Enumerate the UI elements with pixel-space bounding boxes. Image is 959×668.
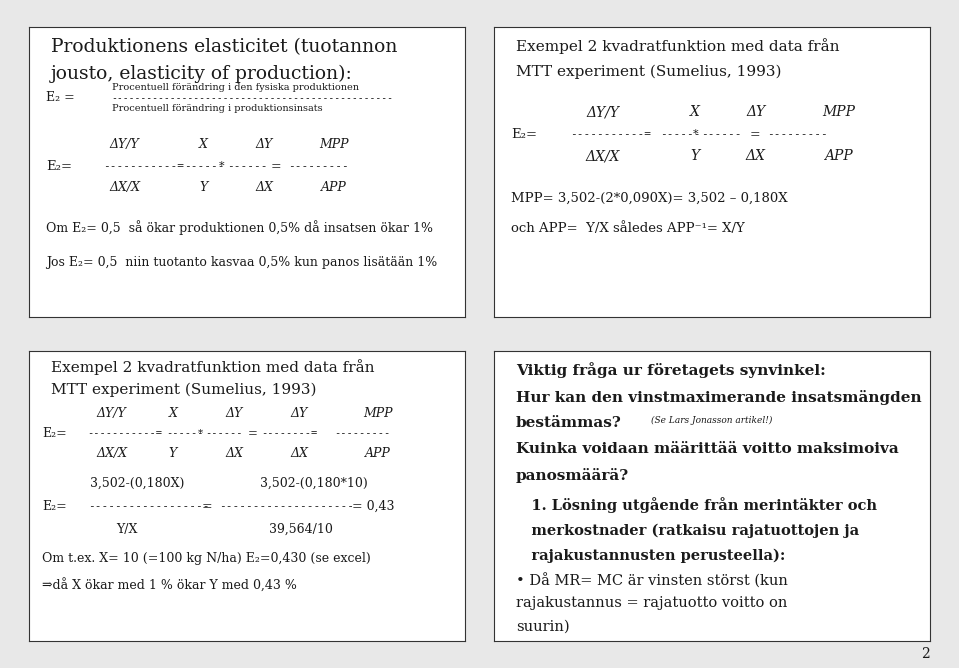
Text: jousto, elasticity of production):: jousto, elasticity of production): bbox=[51, 65, 352, 83]
Text: =: = bbox=[201, 500, 212, 512]
Text: MPP: MPP bbox=[363, 407, 392, 420]
Text: 2: 2 bbox=[922, 647, 930, 661]
Text: =: = bbox=[247, 427, 258, 440]
Text: Om E₂= 0,5  så ökar produktionen 0,5% då insatsen ökar 1%: Om E₂= 0,5 så ökar produktionen 0,5% då … bbox=[46, 220, 433, 234]
Text: -----------=: -----------= bbox=[87, 428, 163, 438]
Text: 1. Lösning utgående från merintäkter och: 1. Lösning utgående från merintäkter och bbox=[516, 498, 877, 513]
Text: APP: APP bbox=[321, 182, 347, 194]
Text: ------: ------ bbox=[701, 129, 741, 139]
Text: ΔY/Y: ΔY/Y bbox=[587, 106, 620, 120]
Text: -----------=: -----------= bbox=[571, 129, 651, 139]
Text: bestämmas?: bestämmas? bbox=[516, 416, 621, 430]
Text: Om t.ex. X= 10 (=100 kg N/ha) E₂=0,430 (se excel): Om t.ex. X= 10 (=100 kg N/ha) E₂=0,430 (… bbox=[42, 552, 370, 565]
Text: -----------=: -----------= bbox=[103, 161, 184, 171]
Text: rajakustannusten perusteella):: rajakustannusten perusteella): bbox=[516, 549, 785, 563]
Text: • Då MR= MC är vinsten störst (kun: • Då MR= MC är vinsten störst (kun bbox=[516, 573, 787, 589]
Text: ΔX: ΔX bbox=[746, 149, 765, 163]
Text: = 0,43: = 0,43 bbox=[352, 500, 394, 512]
Text: APP: APP bbox=[824, 149, 853, 163]
Text: X: X bbox=[690, 106, 699, 120]
Text: Y: Y bbox=[199, 182, 207, 194]
Text: ΔX: ΔX bbox=[225, 448, 243, 460]
Text: ------: ------ bbox=[184, 161, 224, 171]
Text: --------------------: -------------------- bbox=[219, 501, 354, 511]
Text: MTT experiment (Sumelius, 1993): MTT experiment (Sumelius, 1993) bbox=[516, 65, 782, 79]
Text: (Se Lars Jonasson artikel!): (Se Lars Jonasson artikel!) bbox=[651, 416, 772, 426]
Text: ΔX/X: ΔX/X bbox=[109, 182, 140, 194]
Text: ------------------------------------------------: ----------------------------------------… bbox=[111, 93, 394, 103]
Text: ΔX: ΔX bbox=[255, 182, 273, 194]
Text: ΔY: ΔY bbox=[291, 407, 308, 420]
Text: 3,502-(0,180X): 3,502-(0,180X) bbox=[90, 476, 184, 490]
Text: Y: Y bbox=[169, 448, 176, 460]
Text: E₂=: E₂= bbox=[42, 500, 66, 512]
Text: *: * bbox=[199, 429, 203, 438]
Text: ΔY: ΔY bbox=[746, 106, 765, 120]
Text: ΔX: ΔX bbox=[291, 448, 308, 460]
Text: ------: ------ bbox=[166, 428, 203, 438]
Text: MTT experiment (Sumelius, 1993): MTT experiment (Sumelius, 1993) bbox=[51, 383, 316, 397]
Text: MPP: MPP bbox=[319, 138, 349, 151]
Text: ⇒då X ökar med 1 % ökar Y med 0,43 %: ⇒då X ökar med 1 % ökar Y med 0,43 % bbox=[42, 579, 296, 593]
Text: X: X bbox=[169, 407, 177, 420]
Text: =: = bbox=[271, 160, 282, 173]
Text: Hur kan den vinstmaximerande insatsmängden: Hur kan den vinstmaximerande insatsmängd… bbox=[516, 390, 922, 405]
Text: ------: ------ bbox=[227, 161, 268, 171]
Text: E₂=: E₂= bbox=[46, 160, 72, 173]
Text: ΔX/X: ΔX/X bbox=[586, 149, 620, 163]
Text: X: X bbox=[199, 138, 208, 151]
Text: rajakustannus = rajatuotto voitto on: rajakustannus = rajatuotto voitto on bbox=[516, 597, 787, 611]
Text: ΔY: ΔY bbox=[225, 407, 243, 420]
Text: Kuinka voidaan määrittää voitto maksimoiva: Kuinka voidaan määrittää voitto maksimoi… bbox=[516, 442, 899, 456]
Text: 3,502-(0,180*10): 3,502-(0,180*10) bbox=[260, 476, 368, 490]
Text: *: * bbox=[692, 129, 698, 139]
Text: och APP=  Y/X således APP⁻¹= X/Y: och APP= Y/X således APP⁻¹= X/Y bbox=[511, 222, 745, 235]
Text: ------------------: ------------------ bbox=[87, 501, 209, 511]
Text: *: * bbox=[219, 161, 224, 171]
Text: E₂ =: E₂ = bbox=[46, 92, 75, 104]
Text: Viktig fråga ur företagets synvinkel:: Viktig fråga ur företagets synvinkel: bbox=[516, 362, 826, 378]
Text: Y: Y bbox=[690, 149, 699, 163]
Text: ---------: --------- bbox=[289, 161, 349, 171]
Text: MPP: MPP bbox=[822, 106, 855, 120]
Text: =: = bbox=[749, 128, 760, 141]
Text: APP: APP bbox=[365, 448, 390, 460]
Text: ΔY/Y: ΔY/Y bbox=[110, 138, 140, 151]
Text: E₂=: E₂= bbox=[42, 427, 66, 440]
Text: ------: ------ bbox=[660, 129, 700, 139]
Text: Y/X: Y/X bbox=[116, 523, 137, 536]
Text: Exempel 2 kvadratfunktion med data från: Exempel 2 kvadratfunktion med data från bbox=[51, 359, 374, 375]
Text: E₂=: E₂= bbox=[511, 128, 537, 141]
Text: Procentuell förändring i produktionsinsats: Procentuell förändring i produktionsinsa… bbox=[111, 104, 322, 113]
Text: Procentuell förändring i den fysiska produktionen: Procentuell förändring i den fysiska pro… bbox=[111, 83, 359, 92]
Text: ---------: --------- bbox=[335, 428, 390, 438]
Text: Exempel 2 kvadratfunktion med data från: Exempel 2 kvadratfunktion med data från bbox=[516, 38, 839, 54]
Text: ------: ------ bbox=[205, 428, 243, 438]
Text: ΔX/X: ΔX/X bbox=[96, 448, 128, 460]
Text: ΔY/Y: ΔY/Y bbox=[97, 407, 127, 420]
Text: suurin): suurin) bbox=[516, 619, 570, 633]
Text: Jos E₂= 0,5  niin tuotanto kasvaa 0,5% kun panos lisätään 1%: Jos E₂= 0,5 niin tuotanto kasvaa 0,5% ku… bbox=[46, 256, 437, 269]
Text: merkostnader (ratkaisu rajatuottojen ja: merkostnader (ratkaisu rajatuottojen ja bbox=[516, 524, 859, 538]
Text: 39,564/10: 39,564/10 bbox=[269, 523, 333, 536]
Text: MPP= 3,502-(2*0,090X)= 3,502 – 0,180X: MPP= 3,502-(2*0,090X)= 3,502 – 0,180X bbox=[511, 192, 788, 204]
Text: ---------: --------- bbox=[766, 129, 828, 139]
Text: --------=: --------= bbox=[262, 428, 317, 438]
Text: ΔY: ΔY bbox=[256, 138, 273, 151]
Text: panosmäärä?: panosmäärä? bbox=[516, 468, 629, 484]
Text: Produktionens elasticitet (tuotannon: Produktionens elasticitet (tuotannon bbox=[51, 38, 397, 56]
